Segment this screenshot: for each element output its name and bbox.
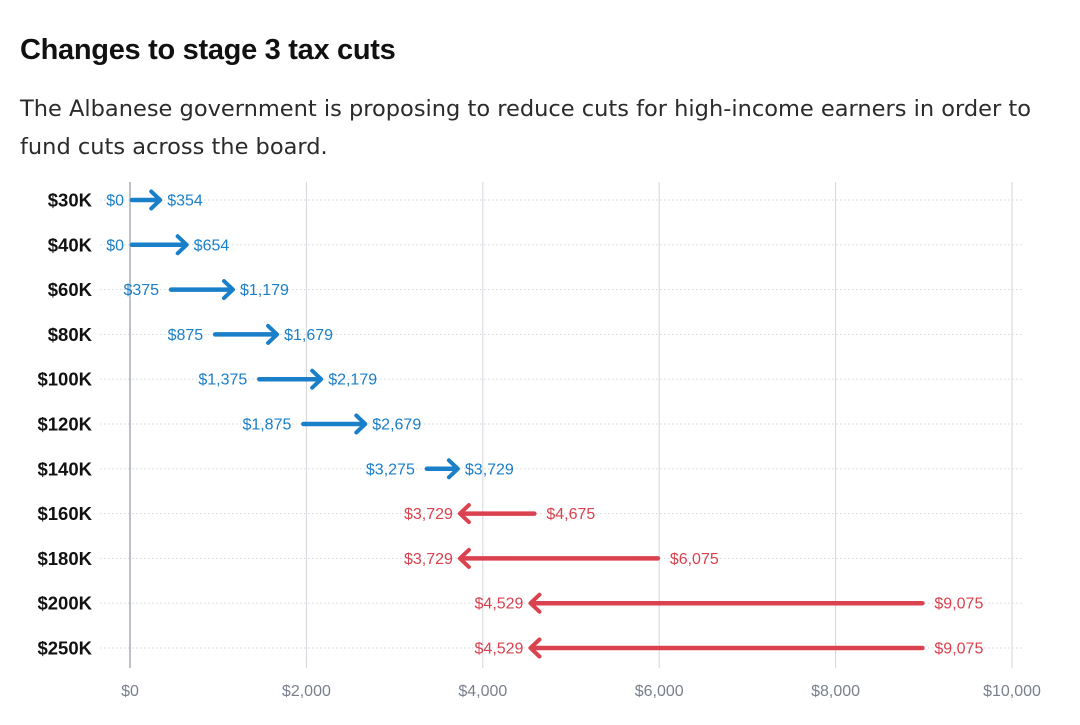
arrowhead xyxy=(149,189,163,211)
arrowhead xyxy=(221,279,235,301)
increase-arrow: $0 $354 xyxy=(106,189,203,211)
arrowhead xyxy=(266,323,280,345)
category-label: $250K xyxy=(37,638,92,659)
to-value-label: $2,679 xyxy=(372,417,421,434)
arrowhead xyxy=(457,547,471,569)
to-value-label: $354 xyxy=(167,193,203,210)
from-value-label: $875 xyxy=(168,327,204,344)
category-label: $100K xyxy=(37,369,92,390)
category-label: $80K xyxy=(48,324,93,345)
row-layer: $30K $40K $60K $80K $100K $120K $140K $160K $180… xyxy=(37,190,1024,659)
increase-arrow: $3,275 $3,729 xyxy=(366,458,514,480)
chart-title: Changes to stage 3 tax cuts xyxy=(20,34,396,66)
increase-arrow: $375 $1,179 xyxy=(123,279,289,301)
from-value-label: $0 xyxy=(106,193,124,210)
category-label: $200K xyxy=(37,593,92,614)
from-value-label: $4,675 xyxy=(546,506,595,523)
from-value-label: $9,075 xyxy=(934,641,983,658)
to-value-label: $2,179 xyxy=(328,372,377,389)
x-tick-label: $6,000 xyxy=(635,683,684,700)
category-label: $60K xyxy=(48,279,93,300)
decrease-arrow: $9,075 $4,529 xyxy=(475,592,983,614)
decrease-arrow: $4,675 $3,729 xyxy=(404,503,595,525)
from-value-label: $375 xyxy=(123,282,159,299)
category-label: $180K xyxy=(37,548,92,569)
to-value-label: $3,729 xyxy=(465,461,514,478)
grid-layer xyxy=(129,182,1013,668)
category-label: $120K xyxy=(37,414,92,435)
arrowhead xyxy=(457,503,471,525)
to-value-label: $4,529 xyxy=(475,596,524,613)
category-label: $30K xyxy=(48,190,93,211)
increase-arrow: $1,375 $2,179 xyxy=(198,368,377,390)
arrowhead xyxy=(528,592,542,614)
to-value-label: $1,179 xyxy=(240,282,289,299)
increase-arrow: $875 $1,679 xyxy=(168,323,333,345)
category-label: $140K xyxy=(37,458,92,479)
arrow-layer: $0 $354 $0 $654 $375 $1,179 $875 $1,679 $1,375 $2… xyxy=(106,189,983,659)
from-value-label: $3,275 xyxy=(366,461,415,478)
to-value-label: $1,679 xyxy=(284,327,333,344)
decrease-arrow: $9,075 $4,529 xyxy=(475,637,983,659)
from-value-label: $9,075 xyxy=(934,596,983,613)
category-label: $40K xyxy=(48,234,93,255)
chart-subtitle: The Albanese government is proposing to … xyxy=(20,96,1032,160)
to-value-label: $4,529 xyxy=(475,641,524,658)
from-value-label: $1,875 xyxy=(242,417,291,434)
to-value-label: $654 xyxy=(194,237,230,254)
category-label: $160K xyxy=(37,503,92,524)
x-tick-label: $2,000 xyxy=(282,683,331,700)
to-value-label: $3,729 xyxy=(404,506,453,523)
arrowhead xyxy=(310,368,324,390)
increase-arrow: $1,875 $2,679 xyxy=(242,413,421,435)
x-tick-label: $10,000 xyxy=(983,683,1041,700)
from-value-label: $6,075 xyxy=(670,551,719,568)
to-value-label: $3,729 xyxy=(404,551,453,568)
arrowhead xyxy=(175,234,189,256)
arrow-chart: $30K $40K $60K $80K $100K $120K $140K $160K $180… xyxy=(37,182,1041,700)
from-value-label: $0 xyxy=(106,237,124,254)
decrease-arrow: $6,075 $3,729 xyxy=(404,547,719,569)
x-tick-label: $8,000 xyxy=(811,683,860,700)
x-axis: $0 $2,000 $4,000 $6,000 $8,000 $10,000 xyxy=(121,683,1041,700)
arrowhead xyxy=(446,458,460,480)
increase-arrow: $0 $654 xyxy=(106,234,230,256)
arrowhead xyxy=(354,413,368,435)
arrowhead xyxy=(528,637,542,659)
x-tick-label: $4,000 xyxy=(458,683,507,700)
x-tick-label: $0 xyxy=(121,683,139,700)
from-value-label: $1,375 xyxy=(198,372,247,389)
